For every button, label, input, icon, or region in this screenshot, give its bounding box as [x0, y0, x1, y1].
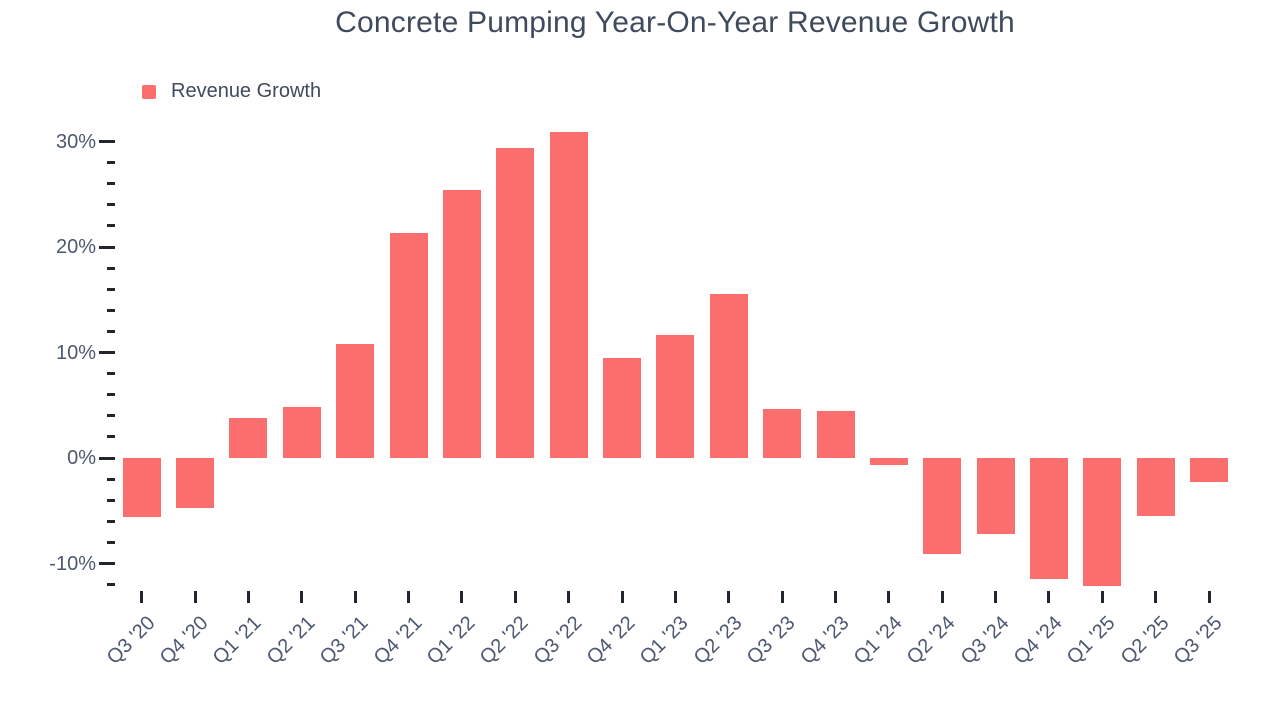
x-axis-tick-label: Q4 '22 [582, 612, 640, 669]
revenue-growth-bar [176, 458, 214, 508]
x-axis-tick-label: Q2 '25 [1116, 612, 1174, 669]
x-axis-tick [727, 591, 731, 603]
x-axis-tick-label: Q4 '24 [1009, 612, 1067, 669]
revenue-growth-bar [1083, 458, 1121, 586]
x-axis-tick-label: Q4 '21 [369, 612, 427, 669]
x-axis-tick [1207, 591, 1211, 603]
revenue-growth-bar [390, 233, 428, 458]
revenue-growth-bar [870, 458, 908, 465]
x-axis-tick-label: Q3 '23 [742, 612, 800, 669]
revenue-growth-bar [656, 335, 694, 458]
x-axis-tick-label: Q3 '25 [1169, 612, 1227, 669]
y-axis-minor-tick [107, 540, 115, 544]
revenue-growth-bar [763, 409, 801, 458]
revenue-growth-bar [710, 294, 748, 458]
y-axis-minor-tick [107, 266, 115, 270]
x-axis-tick [246, 591, 250, 603]
x-axis-tick-label: Q2 '24 [903, 612, 960, 669]
y-axis-minor-tick [107, 329, 115, 333]
revenue-growth-bar [817, 411, 855, 458]
y-axis-minor-tick [107, 161, 115, 165]
y-axis-tick-label: 20% [55, 236, 96, 258]
legend-label: Revenue Growth [171, 80, 322, 102]
y-axis-major-tick [99, 245, 115, 249]
y-axis-minor-tick [107, 498, 115, 502]
y-axis-tick-label: 0% [67, 447, 96, 469]
y-axis-minor-tick [107, 287, 115, 291]
x-axis-tick-label: Q1 '23 [636, 612, 693, 669]
x-axis-tick-label: Q1 '24 [849, 612, 907, 669]
x-axis-tick-label: Q4 '23 [796, 612, 854, 669]
x-axis-tick-label: Q3 '20 [102, 612, 160, 669]
x-axis-tick-label: Q2 '21 [262, 612, 320, 669]
y-axis-minor-tick [107, 372, 115, 376]
x-axis-tick-label: Q1 '22 [422, 612, 480, 669]
x-axis-tick-label: Q3 '21 [315, 612, 373, 669]
x-axis-tick [673, 591, 677, 603]
chart-title: Concrete Pumping Year-On-Year Revenue Gr… [335, 6, 1015, 39]
revenue-growth-bar [923, 458, 961, 554]
revenue-growth-bar [977, 458, 1015, 534]
revenue-growth-bar [443, 190, 481, 458]
y-axis-minor-tick [107, 182, 115, 186]
x-axis-tick [834, 591, 837, 603]
y-axis-minor-tick [107, 477, 115, 481]
y-axis-major-tick [99, 456, 115, 460]
x-axis-tick [994, 591, 998, 603]
y-axis-tick-label: 10% [55, 341, 96, 364]
x-axis-tick [193, 591, 197, 603]
x-axis-tick-label: Q1 '21 [209, 612, 266, 669]
legend-item-revenue-growth[interactable]: Revenue Growth [142, 80, 321, 103]
x-axis-tick [1154, 591, 1158, 603]
revenue-growth-bar [1030, 458, 1068, 579]
revenue-growth-bar [283, 407, 321, 458]
x-axis-tick [1100, 591, 1104, 603]
x-axis-tick [140, 591, 144, 603]
revenue-growth-bar [1190, 458, 1228, 482]
y-axis-minor-tick [107, 308, 115, 312]
y-axis-minor-tick [107, 519, 115, 523]
y-axis-minor-tick [107, 414, 115, 418]
y-axis-minor-tick [107, 393, 115, 397]
revenue-growth-bar [603, 358, 641, 458]
y-axis-major-tick [99, 140, 115, 143]
revenue-growth-bar [336, 344, 374, 458]
y-axis-tick-label: -10% [49, 552, 96, 575]
x-axis-tick-label: Q2 '22 [476, 612, 533, 669]
y-axis-major-tick [99, 562, 115, 565]
x-axis-tick-label: Q3 '22 [529, 612, 587, 669]
x-axis-tick [300, 591, 304, 603]
revenue-growth-bar [229, 418, 267, 458]
x-axis-tick [567, 591, 571, 603]
x-axis-tick [780, 591, 784, 603]
revenue-growth-bar [550, 132, 588, 458]
x-axis-tick [940, 591, 944, 603]
y-axis-minor-tick [107, 203, 115, 207]
y-axis-minor-tick [107, 224, 115, 228]
x-axis-tick-label: Q3 '24 [956, 612, 1014, 669]
x-axis-tick [353, 591, 357, 603]
y-axis-tick-label: 30% [55, 130, 96, 153]
x-axis-tick-label: Q1 '25 [1063, 612, 1120, 669]
revenue-growth-bar [496, 148, 534, 458]
x-axis-tick [887, 591, 891, 603]
x-axis-tick [513, 591, 517, 603]
revenue-growth-bar [1137, 458, 1175, 516]
x-axis-tick [460, 591, 464, 603]
x-axis-tick [1047, 591, 1051, 603]
x-axis-tick-label: Q4 '20 [155, 612, 213, 669]
x-axis-tick [407, 591, 411, 603]
legend-marker-icon [142, 84, 156, 99]
y-axis-minor-tick [107, 435, 115, 439]
x-axis-tick-label: Q2 '23 [689, 612, 747, 669]
y-axis-major-tick [99, 351, 115, 354]
x-axis-tick [620, 591, 624, 603]
y-axis-minor-tick [107, 583, 115, 587]
revenue-growth-bar [123, 458, 161, 517]
